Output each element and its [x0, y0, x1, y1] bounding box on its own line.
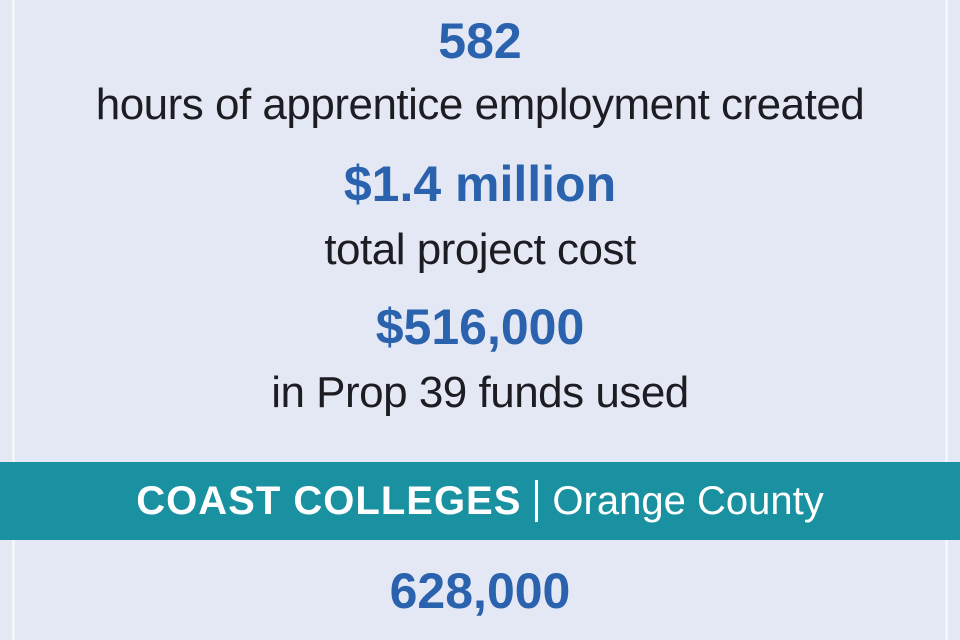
edge-line	[12, 0, 15, 640]
section-location: Orange County	[552, 478, 824, 523]
stat-value: $1.4 million	[343, 156, 617, 212]
stat-value: 628,000	[389, 563, 571, 619]
section-title: COAST COLLEGES	[136, 478, 522, 523]
stat-label: total project cost	[324, 225, 636, 274]
stat-label: hours of apprentice employment created	[95, 80, 865, 129]
section-band: COAST COLLEGES Orange County	[0, 462, 960, 540]
edge-line	[945, 0, 948, 640]
stat-value: $516,000	[375, 299, 585, 355]
stat-label: in Prop 39 funds used	[271, 368, 689, 417]
separator	[535, 480, 539, 522]
stat-value: 582	[438, 13, 522, 69]
